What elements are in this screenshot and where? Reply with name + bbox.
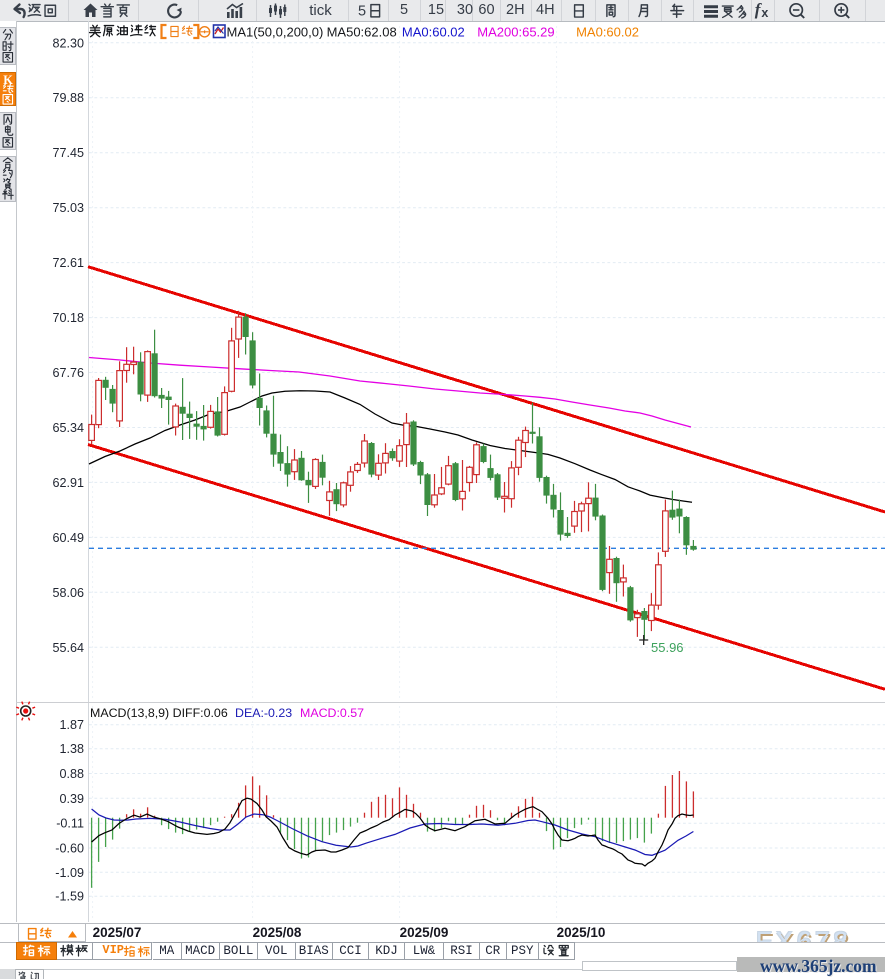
svg-text:70.18: 70.18 bbox=[52, 311, 84, 325]
svg-text:82.30: 82.30 bbox=[52, 36, 84, 50]
svg-text:MACD(13,8,9) DIFF:0.06: MACD(13,8,9) DIFF:0.06 bbox=[90, 706, 228, 720]
svg-text:MACD:0.57: MACD:0.57 bbox=[300, 706, 364, 720]
svg-text:75.03: 75.03 bbox=[52, 201, 84, 215]
svg-text:60.49: 60.49 bbox=[52, 531, 84, 545]
svg-text:DEA:-0.23: DEA:-0.23 bbox=[235, 706, 292, 720]
svg-text:0.88: 0.88 bbox=[59, 767, 84, 781]
svg-text:MA1(50,0,200,0): MA1(50,0,200,0) bbox=[227, 25, 324, 40]
svg-text:65.34: 65.34 bbox=[52, 421, 84, 435]
svg-text:79.88: 79.88 bbox=[52, 91, 84, 105]
svg-text:MA0:60.02: MA0:60.02 bbox=[402, 25, 465, 40]
svg-text:67.76: 67.76 bbox=[52, 366, 84, 380]
svg-text:K: K bbox=[3, 72, 13, 86]
svg-text:1.87: 1.87 bbox=[59, 718, 84, 732]
svg-text:-0.11: -0.11 bbox=[56, 817, 84, 831]
svg-text:72.61: 72.61 bbox=[52, 256, 84, 270]
svg-text:0.39: 0.39 bbox=[59, 792, 84, 806]
svg-text:MA0:60.02: MA0:60.02 bbox=[576, 25, 639, 40]
svg-text:55.64: 55.64 bbox=[52, 641, 84, 655]
svg-text:MA50:62.08: MA50:62.08 bbox=[327, 25, 397, 40]
svg-text:1.38: 1.38 bbox=[59, 742, 84, 756]
svg-text:55.96: 55.96 bbox=[651, 640, 684, 655]
svg-text:-0.60: -0.60 bbox=[55, 842, 84, 856]
svg-text:-1.59: -1.59 bbox=[55, 890, 84, 904]
svg-text:62.91: 62.91 bbox=[52, 476, 84, 490]
svg-text:5: 5 bbox=[358, 4, 366, 20]
svg-text:58.06: 58.06 bbox=[52, 586, 84, 600]
svg-text:77.45: 77.45 bbox=[52, 146, 84, 160]
svg-text:-1.09: -1.09 bbox=[55, 866, 84, 880]
svg-text:MA200:65.29: MA200:65.29 bbox=[477, 25, 554, 40]
